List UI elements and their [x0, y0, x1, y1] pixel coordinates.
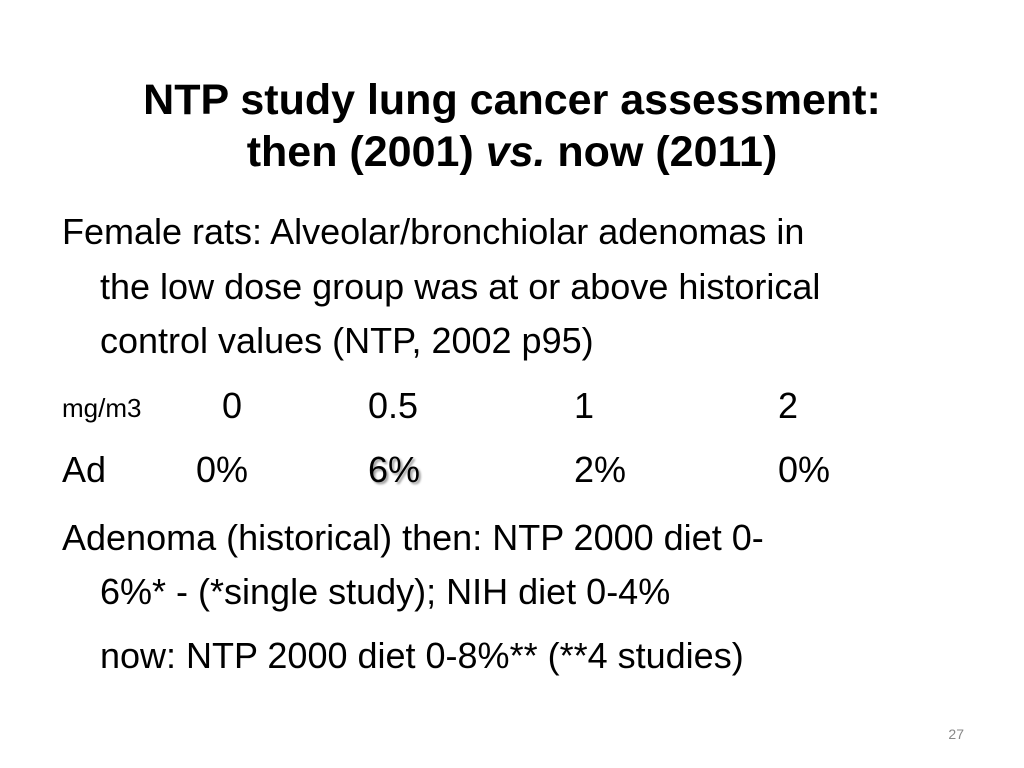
title-now: now (2011) [545, 128, 778, 176]
adenoma-value: 0% [196, 449, 249, 490]
page-number: 27 [948, 726, 964, 742]
title-vs: vs. [485, 128, 546, 176]
dose-row-label: mg/m3 [62, 393, 142, 423]
slide-title: NTP study lung cancer assessment: then (… [60, 74, 964, 178]
title-line-1: NTP study lung cancer assessment: [143, 76, 881, 124]
adenoma-value: 2% [574, 449, 627, 490]
intro-line-1: Female rats: Alveolar/bronchiolar adenom… [62, 211, 805, 252]
intro-line-2: the low dose group was at or above histo… [100, 266, 821, 307]
title-then: then (2001) [246, 128, 486, 176]
dose-value: 0.5 [368, 385, 419, 426]
adenoma-value: 0% [778, 449, 831, 490]
dose-value: 1 [574, 385, 595, 426]
historical-line-1: Adenoma (historical) then: NTP 2000 diet… [62, 517, 764, 558]
dose-value: 2 [778, 385, 799, 426]
title-line-2: then (2001) vs. now (2011) [60, 126, 964, 178]
now-line: now: NTP 2000 diet 0-8%** (**4 studies) [100, 635, 744, 676]
intro-line-3: control values (NTP, 2002 p95) [100, 320, 594, 361]
historical-line-2: 6%* - (*single study); NIH diet 0-4% [100, 571, 671, 612]
adenoma-value-highlighted: 6% [368, 449, 421, 490]
adenoma-row-label: Ad [62, 449, 107, 490]
dose-value: 0 [222, 385, 243, 426]
